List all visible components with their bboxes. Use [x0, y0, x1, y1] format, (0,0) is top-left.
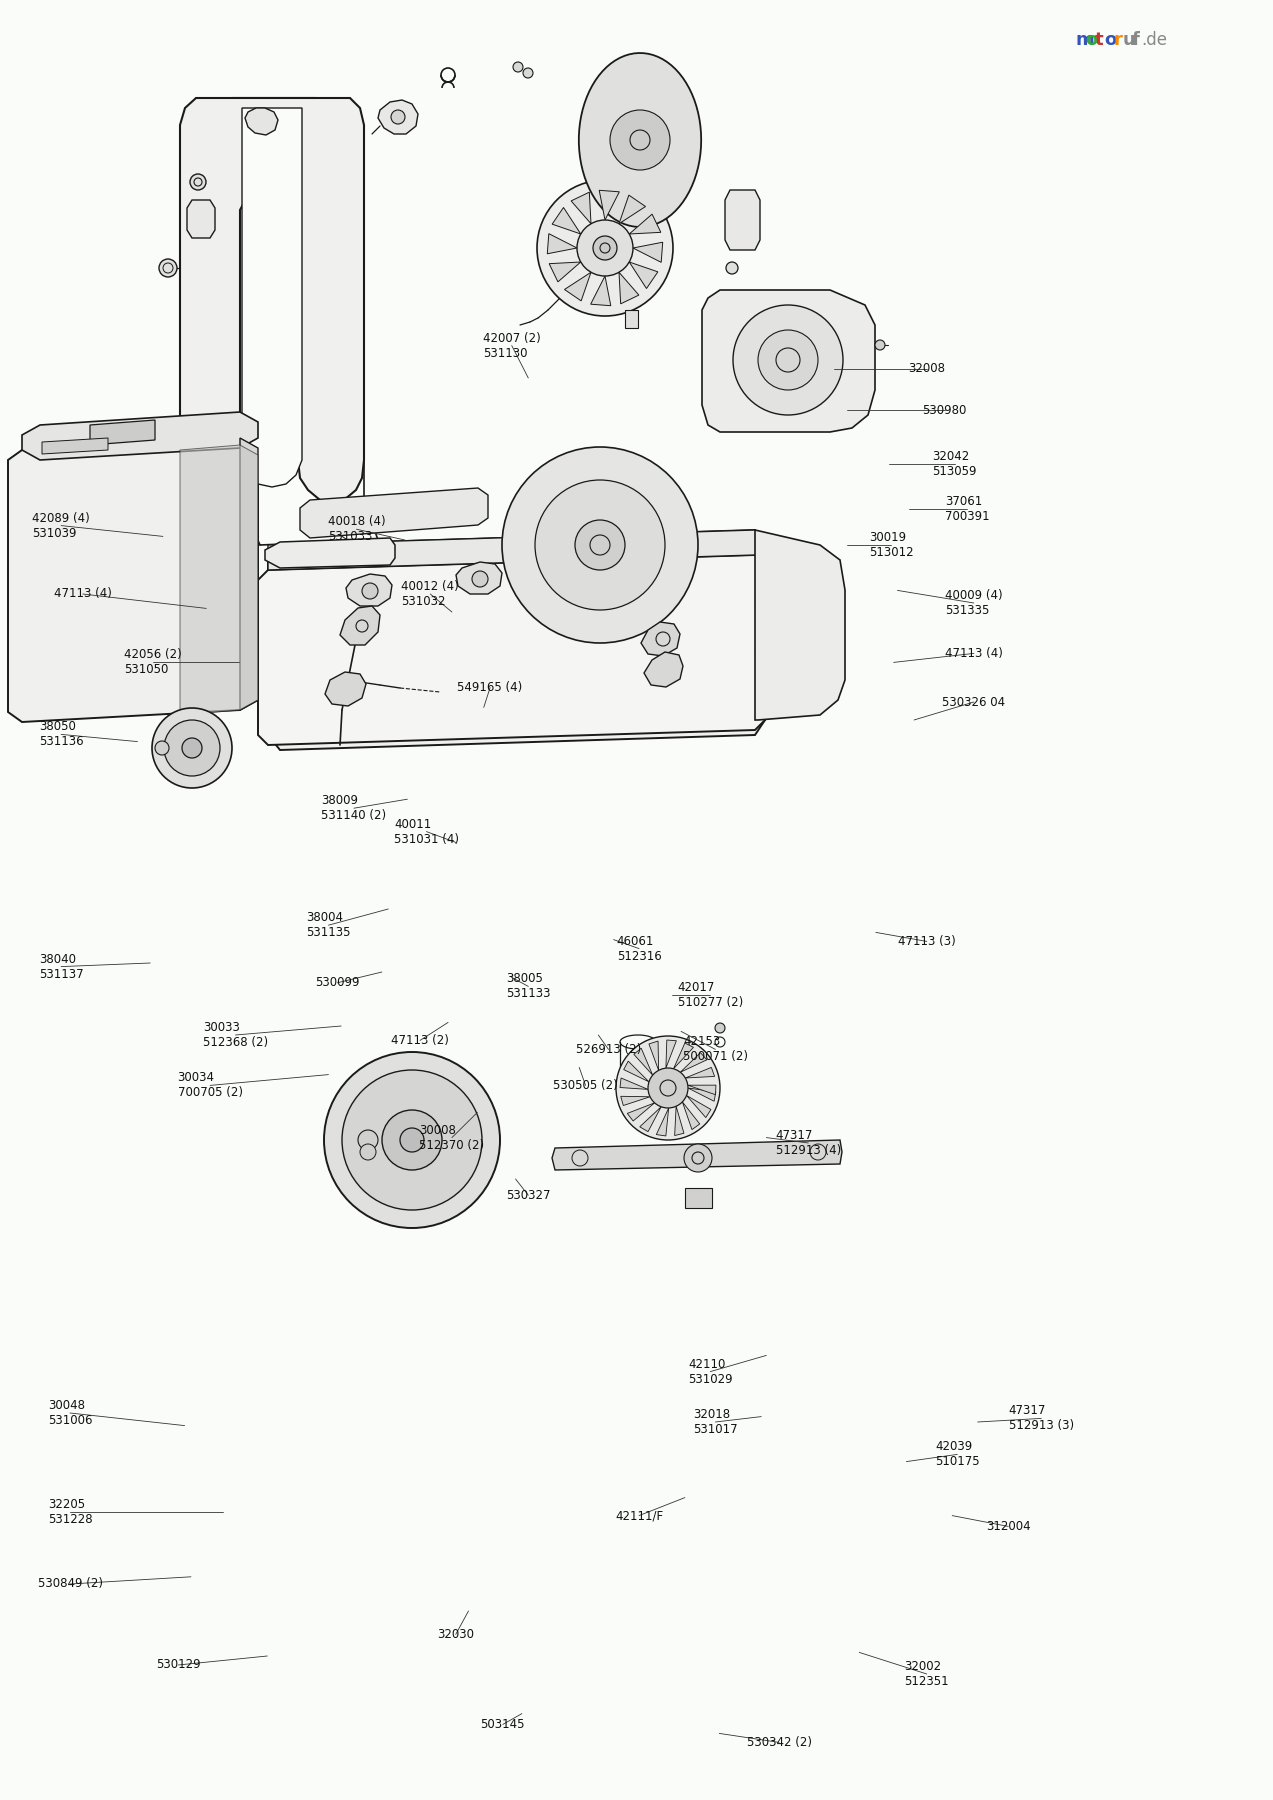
Circle shape	[575, 520, 625, 571]
Polygon shape	[378, 101, 418, 133]
Text: u: u	[1123, 31, 1136, 49]
Polygon shape	[241, 437, 258, 709]
Text: 30008
512370 (2): 30008 512370 (2)	[419, 1123, 485, 1152]
Polygon shape	[269, 529, 765, 571]
Text: 530326 04: 530326 04	[942, 695, 1006, 709]
Text: 530849 (2): 530849 (2)	[37, 1577, 103, 1591]
Circle shape	[358, 1130, 378, 1150]
Text: 42089 (4)
531039: 42089 (4) 531039	[32, 511, 90, 540]
Polygon shape	[600, 191, 620, 220]
Polygon shape	[244, 108, 278, 135]
Text: 32018
531017: 32018 531017	[693, 1408, 738, 1436]
Text: o: o	[1104, 31, 1116, 49]
Text: 32030: 32030	[437, 1627, 475, 1642]
Text: 46061
512316: 46061 512316	[616, 934, 662, 963]
Circle shape	[164, 720, 220, 776]
Text: r: r	[1113, 31, 1122, 49]
Text: 32002
512351: 32002 512351	[904, 1660, 950, 1688]
Text: 47113 (3): 47113 (3)	[897, 934, 956, 949]
Polygon shape	[624, 1062, 649, 1082]
Circle shape	[342, 1069, 482, 1210]
Polygon shape	[657, 1109, 668, 1136]
Polygon shape	[685, 1067, 714, 1078]
Polygon shape	[629, 263, 658, 288]
Polygon shape	[340, 607, 381, 644]
Polygon shape	[649, 1040, 658, 1071]
Circle shape	[577, 220, 633, 275]
Circle shape	[155, 742, 169, 754]
Text: 530505 (2): 530505 (2)	[554, 1078, 617, 1093]
Polygon shape	[591, 275, 611, 306]
Circle shape	[151, 707, 232, 788]
Polygon shape	[687, 1087, 715, 1102]
Text: 30034
700705 (2): 30034 700705 (2)	[177, 1071, 243, 1100]
Circle shape	[182, 738, 202, 758]
Circle shape	[502, 446, 698, 643]
Polygon shape	[579, 52, 701, 227]
Polygon shape	[572, 193, 591, 223]
Polygon shape	[625, 310, 638, 328]
Text: 40011
531031 (4): 40011 531031 (4)	[393, 817, 460, 846]
Circle shape	[400, 1129, 424, 1152]
Polygon shape	[644, 652, 684, 688]
Circle shape	[190, 175, 206, 191]
Circle shape	[610, 110, 670, 169]
Text: 530980: 530980	[923, 403, 966, 418]
Polygon shape	[325, 671, 367, 706]
Circle shape	[684, 1145, 712, 1172]
Polygon shape	[687, 1085, 715, 1094]
Text: 47113 (4): 47113 (4)	[53, 587, 112, 601]
Text: 30019
513012: 30019 513012	[868, 531, 914, 560]
Circle shape	[875, 340, 885, 349]
Polygon shape	[22, 412, 258, 461]
Polygon shape	[620, 1078, 648, 1089]
Polygon shape	[633, 243, 663, 263]
Polygon shape	[179, 97, 364, 502]
Circle shape	[391, 110, 405, 124]
Polygon shape	[701, 290, 875, 432]
Text: 526913 (2): 526913 (2)	[575, 1042, 642, 1057]
Text: 40018 (4)
531033: 40018 (4) 531033	[327, 515, 386, 544]
Polygon shape	[258, 554, 765, 745]
Text: 38004
531135: 38004 531135	[307, 911, 350, 940]
Text: 42056 (2)
531050: 42056 (2) 531050	[123, 648, 182, 677]
Circle shape	[648, 1067, 687, 1109]
Polygon shape	[42, 437, 108, 454]
Polygon shape	[619, 272, 639, 304]
Circle shape	[535, 481, 665, 610]
Polygon shape	[242, 108, 302, 488]
Polygon shape	[552, 1139, 841, 1170]
Text: 30033
512368 (2): 30033 512368 (2)	[202, 1021, 269, 1049]
Polygon shape	[8, 437, 258, 722]
Circle shape	[726, 263, 738, 274]
Polygon shape	[564, 272, 591, 301]
Polygon shape	[685, 1188, 712, 1208]
Text: 47113 (4): 47113 (4)	[945, 646, 1003, 661]
Polygon shape	[673, 1042, 694, 1069]
Text: 37061
700391: 37061 700391	[945, 495, 990, 524]
Polygon shape	[549, 263, 580, 283]
Circle shape	[362, 583, 378, 599]
Circle shape	[537, 180, 673, 317]
Polygon shape	[346, 574, 392, 607]
Text: 38040
531137: 38040 531137	[38, 952, 84, 981]
Text: 530099: 530099	[316, 976, 359, 990]
Polygon shape	[634, 1048, 653, 1075]
Circle shape	[159, 259, 177, 277]
Polygon shape	[621, 1096, 651, 1105]
Polygon shape	[269, 529, 765, 751]
Circle shape	[382, 1111, 442, 1170]
Text: 42007 (2)
531130: 42007 (2) 531130	[482, 331, 541, 360]
Polygon shape	[675, 1107, 684, 1136]
Polygon shape	[456, 562, 502, 594]
Text: 47317
512913 (4): 47317 512913 (4)	[775, 1129, 841, 1157]
Polygon shape	[547, 234, 577, 254]
Text: f: f	[1132, 31, 1139, 49]
Text: 530342 (2): 530342 (2)	[746, 1735, 812, 1750]
Circle shape	[472, 571, 488, 587]
Polygon shape	[686, 1096, 710, 1118]
Text: 42039
510175: 42039 510175	[934, 1440, 980, 1469]
Text: .de: .de	[1141, 31, 1167, 49]
Text: 38009
531140 (2): 38009 531140 (2)	[321, 794, 387, 823]
Polygon shape	[619, 194, 645, 223]
